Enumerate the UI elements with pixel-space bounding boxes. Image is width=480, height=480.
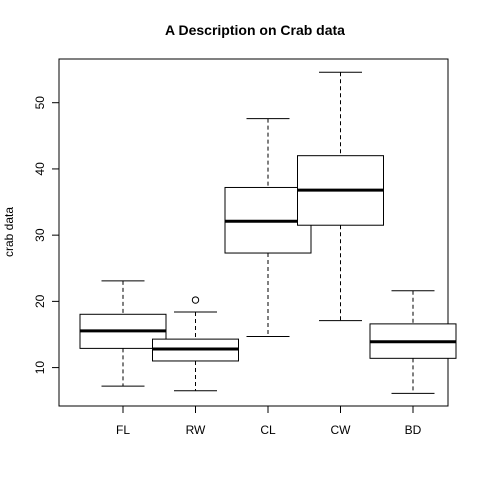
box-rw — [152, 296, 239, 392]
x-axis: FL RW CL CW BD — [116, 405, 422, 437]
y-tick-label: 50 — [33, 96, 47, 110]
outlier-point — [191, 296, 200, 304]
x-tick-label: BD — [405, 423, 422, 437]
x-tick-label: CL — [260, 423, 276, 437]
box-fl — [79, 280, 167, 387]
y-tick-label: 20 — [33, 294, 47, 308]
x-tick-label: FL — [116, 423, 130, 437]
x-tick-label: RW — [186, 423, 206, 437]
y-tick-label: 30 — [33, 228, 47, 242]
boxes — [79, 71, 457, 394]
y-tick-label: 40 — [33, 162, 47, 176]
x-tick-label: CW — [331, 423, 352, 437]
y-tick-label: 10 — [33, 361, 47, 375]
y-axis: 10 20 30 40 50 — [33, 96, 60, 375]
box-cw — [297, 71, 384, 322]
box-cl — [224, 118, 312, 337]
box-bd — [369, 290, 457, 394]
chart-title: A Description on Crab data — [165, 22, 345, 38]
y-axis-label: crab data — [2, 207, 16, 257]
